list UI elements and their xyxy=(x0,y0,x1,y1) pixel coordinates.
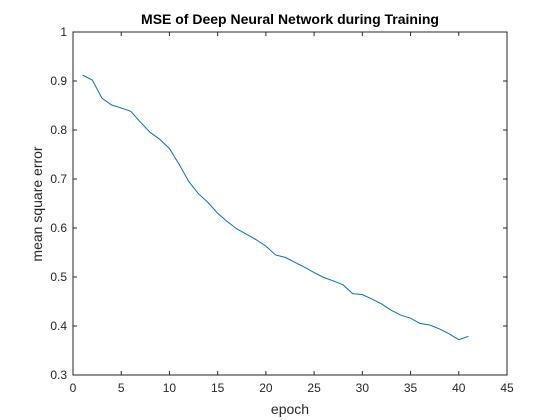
x-tick-label: 40 xyxy=(452,381,466,395)
x-axis-label: epoch xyxy=(271,401,309,417)
chart-title: MSE of Deep Neural Network during Traini… xyxy=(141,11,439,27)
y-tick-label: 1 xyxy=(60,25,67,39)
plot-box xyxy=(72,31,508,376)
y-tick-label: 0.8 xyxy=(50,123,67,137)
x-tick-label: 45 xyxy=(500,381,514,395)
y-tick-label: 0.3 xyxy=(50,368,67,382)
x-tick-label: 10 xyxy=(163,381,177,395)
x-tick-label: 15 xyxy=(211,381,225,395)
tick-labels: 0 5 10 15 20 25 30 35 40 45 0.3 0.4 0.5 0.6 0.7 0.8 0.9 1 xyxy=(50,25,514,395)
x-tick-label: 0 xyxy=(70,381,77,395)
y-tick-label: 0.9 xyxy=(50,74,67,88)
x-tick-label: 25 xyxy=(307,381,321,395)
ticks xyxy=(72,31,508,376)
series-line xyxy=(82,74,469,341)
plot-area xyxy=(73,32,507,375)
x-tick-label: 5 xyxy=(118,381,125,395)
y-tick-label: 0.6 xyxy=(50,221,67,235)
y-tick-label: 0.5 xyxy=(50,270,67,284)
y-tick-label: 0.7 xyxy=(50,172,67,186)
x-tick-label: 35 xyxy=(404,381,418,395)
x-tick-label: 30 xyxy=(356,381,370,395)
y-axis-label: mean square error xyxy=(29,146,45,262)
x-tick-label: 20 xyxy=(259,381,273,395)
y-tick-label: 0.4 xyxy=(50,319,67,333)
